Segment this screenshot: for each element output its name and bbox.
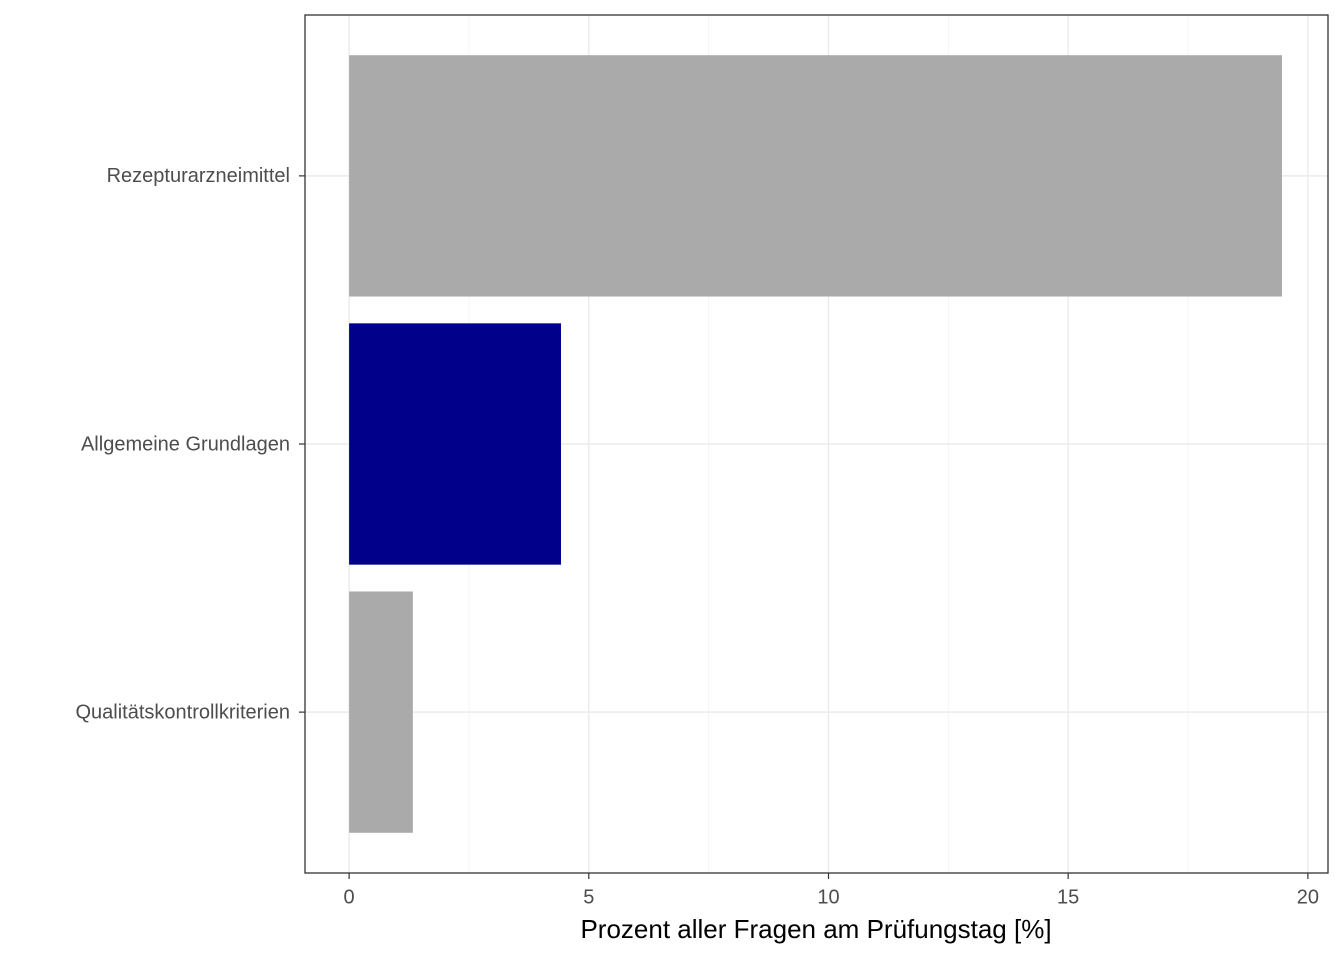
y-tick-label: Rezepturarzneimittel [107,165,290,187]
panel-border [304,14,1329,874]
x-tick-label: 20 [1297,886,1319,908]
y-tick-label: Allgemeine Grundlagen [81,433,290,455]
y-tick-label: Qualitätskontrollkriterien [75,701,290,723]
bar [349,55,1282,297]
x-tick-label: 15 [1057,886,1079,908]
bar [349,323,561,565]
x-axis-label: Prozent aller Fragen am Prüfungstag [%] [580,914,1051,944]
x-tick-label: 5 [583,886,594,908]
bar [349,591,413,833]
x-tick-label: 0 [344,886,355,908]
x-tick-label: 10 [817,886,839,908]
